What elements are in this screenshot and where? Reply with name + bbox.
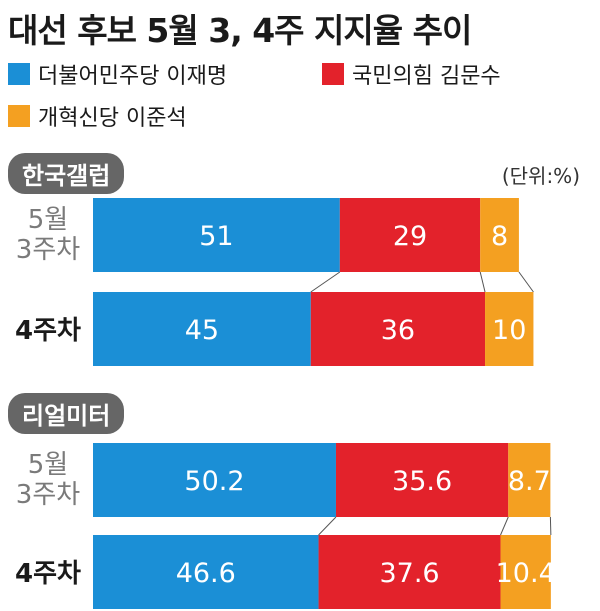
bar-segment-orange	[508, 443, 551, 517]
bar-segment-blue	[93, 198, 340, 272]
row-label: 4주차	[15, 316, 81, 346]
legend-item-reform: 개혁신당 이준석	[8, 100, 187, 132]
bar-segment-red	[339, 198, 481, 272]
bar-value-label: 45	[185, 315, 219, 346]
connector-line	[479, 271, 486, 293]
connector-line	[310, 271, 341, 293]
bar-value-label: 8	[491, 221, 508, 252]
row-label: 5월 3주차	[16, 450, 80, 510]
legend-swatch-orange	[8, 105, 30, 127]
bar-segment-red	[335, 443, 509, 517]
bar-value-label: 8.7	[508, 466, 551, 497]
bar-segment-blue	[93, 292, 311, 366]
bar-segment-red	[310, 292, 486, 366]
unit-label: (단위:%)	[501, 164, 580, 188]
connector-line	[318, 516, 337, 536]
legend-label: 개혁신당 이준석	[38, 106, 187, 131]
legend-label: 더불어민주당 이재명	[38, 64, 228, 89]
bar-value-label: 37.6	[379, 558, 439, 589]
section-badge-gallup: 한국갤럽	[8, 153, 125, 194]
bar-segment-red	[318, 535, 501, 609]
bar-segment-orange	[485, 292, 534, 366]
bar-segment-blue	[93, 443, 336, 517]
bar-segment-blue	[93, 535, 319, 609]
legend-label: 국민의힘 김문수	[352, 64, 501, 89]
bar-value-label: 35.6	[392, 466, 452, 497]
bar-value-label: 51	[199, 221, 233, 252]
bar-value-label: 29	[393, 221, 427, 252]
bar-value-label: 50.2	[184, 466, 244, 497]
bar-value-label: 10.4	[496, 558, 556, 589]
bar-value-label: 10	[492, 315, 526, 346]
legend-swatch-red	[322, 63, 344, 85]
chart-title: 대선 후보 5월 3, 4주 지지율 추이	[8, 11, 472, 50]
bar-value-label: 36	[381, 315, 415, 346]
legend-swatch-blue	[8, 63, 30, 85]
connector-line	[518, 271, 534, 293]
row-label: 5월 3주차	[16, 205, 80, 265]
legend-item-ppp: 국민의힘 김문수	[322, 58, 501, 90]
connector-line	[500, 516, 509, 536]
bar-value-label: 46.6	[176, 558, 236, 589]
bar-segment-orange	[480, 198, 519, 272]
section-badge-realmeter: 리얼미터	[8, 393, 125, 434]
row-label: 4주차	[15, 559, 81, 589]
bar-segment-orange	[500, 535, 551, 609]
legend-item-democratic: 더불어민주당 이재명	[8, 58, 227, 90]
